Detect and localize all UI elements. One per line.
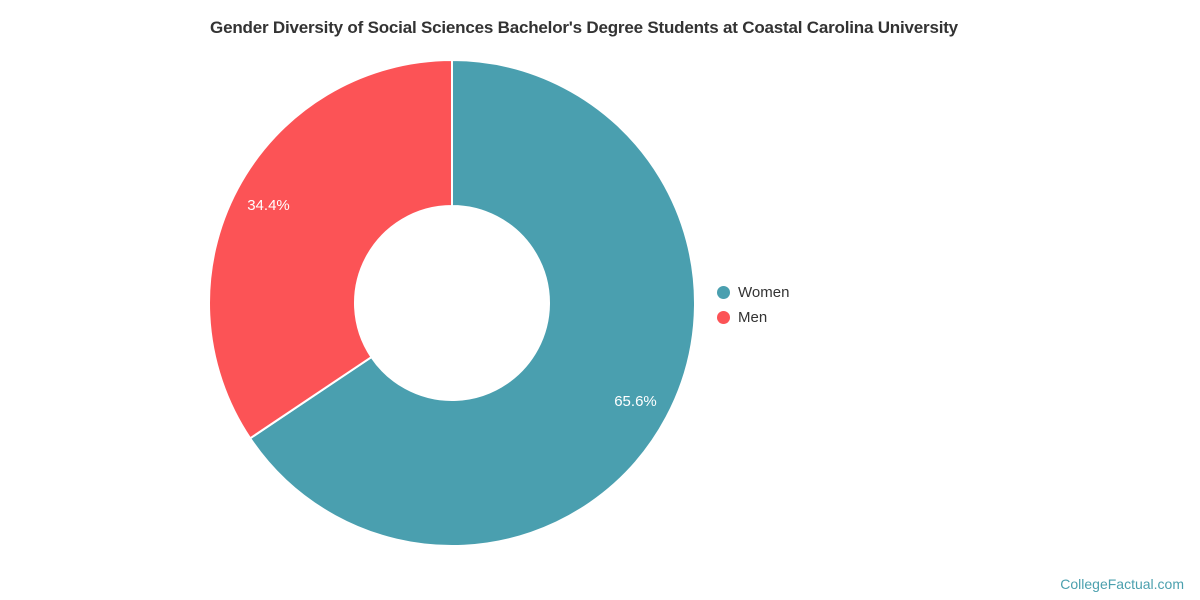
watermark-link[interactable]: CollegeFactual.com <box>1060 576 1184 592</box>
slice-men[interactable] <box>208 59 453 440</box>
legend-marker-women-icon <box>717 286 730 299</box>
chart-title: Gender Diversity of Social Sciences Bach… <box>210 18 958 37</box>
legend-marker-men-icon <box>717 311 730 324</box>
legend-label-women: Women <box>738 284 790 301</box>
legend-item-women[interactable]: Women <box>717 280 789 305</box>
slice-women[interactable] <box>249 59 696 547</box>
legend-label-men: Men <box>738 309 768 326</box>
legend: Women Men <box>717 280 789 330</box>
slice-label-men: 34.4% <box>247 197 290 214</box>
legend-item-men[interactable]: Men <box>717 305 789 330</box>
slice-label-women: 65.6% <box>614 393 657 410</box>
